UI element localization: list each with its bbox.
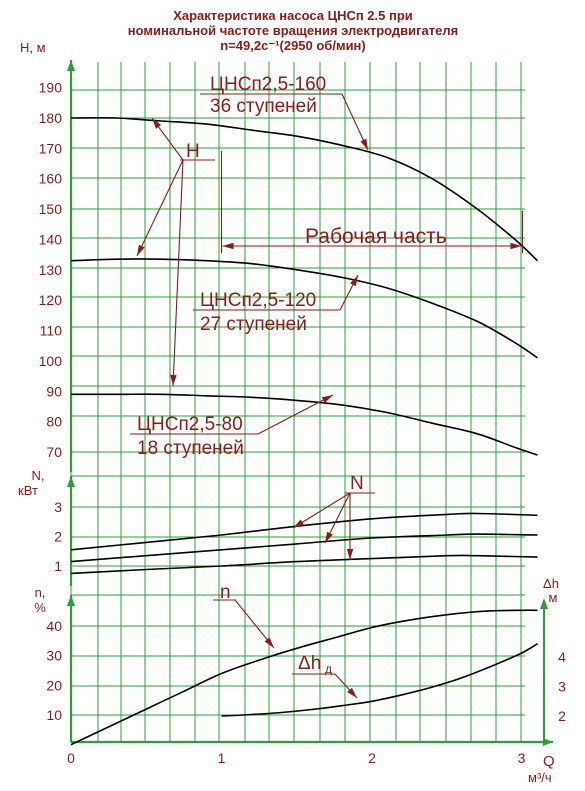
head-curves-marker: H [186,141,200,162]
curve-label-120-line2: 27 ступеней [200,314,307,335]
tick-label-power-2: 2 [54,529,62,545]
working-range-arrow-right-head [510,242,522,250]
tick-label-npsh-2: 2 [558,708,566,724]
tick-label-npsh-3: 3 [558,679,566,695]
head-curve-120 [70,258,538,359]
tick-label-head-100: 100 [39,353,63,369]
y-axis-label-power-2: кВт [18,483,38,498]
tick-label-head-130: 130 [39,262,63,278]
curve-label-160-line2: 36 ступеней [210,96,317,117]
y-axis-label-power-1: N, [32,468,45,483]
tick-label-head-120: 120 [39,292,63,308]
axes: 7080901001101201301401501601701801901231… [39,60,566,766]
npsh-marker-arrow-head [347,687,357,698]
leader-160-arrow-head [360,138,368,150]
chart-title-line-2: номинальной частоте вращения электродвиг… [128,23,458,38]
curve-label-160-line1: ЦНСп2,5-160 [210,74,326,95]
tick-label-power-3: 3 [54,499,62,515]
tick-label-head-80: 80 [46,414,62,430]
x-axis-arrow [543,738,553,746]
npsh-curve-marker-subscript: д [325,662,332,676]
power-curve-120 [70,533,538,563]
y-axis-arrow-0 [67,60,75,71]
tick-label-efficiency-30: 30 [46,648,62,664]
x-axis-label-q: Q [543,753,555,770]
tick-label-q-0: 0 [67,750,75,766]
h-marker-arrow-160-head [152,118,162,129]
curve-label-120-line1: ЦНСп2,5-120 [200,290,316,311]
h-marker-arrow-120 [136,159,184,257]
tick-label-efficiency-10: 10 [46,707,62,723]
chart-title-line-3: n=49,2с⁻¹(2950 об/мин) [220,38,366,53]
tick-label-head-160: 160 [39,171,63,187]
tick-label-head-190: 190 [39,80,63,96]
tick-label-q-2: 2 [368,750,376,766]
power-curve-160 [70,512,538,551]
tick-label-head-110: 110 [40,323,63,339]
n-marker-arrow-160 [292,492,351,529]
annotations [130,93,524,699]
h-marker-arrow-120-head [137,244,145,256]
y-axis-label-head: H, м [20,40,46,55]
power-curves-marker: N [350,473,364,494]
tick-label-npsh-4: 4 [558,649,566,665]
leader-80-arrow-head [321,395,333,403]
tick-label-q-3: 3 [518,750,526,766]
tick-label-head-70: 70 [46,444,62,460]
tick-label-head-90: 90 [46,383,62,399]
power-curve-80 [70,554,538,575]
leader-120-arrow-head [350,275,358,287]
tick-label-efficiency-40: 40 [46,618,62,634]
y-axis-label-efficiency-1: n, [35,585,46,600]
eff-marker-arrow-head [264,637,274,648]
curve-label-80-line1: ЦНСп2,5-80 [137,414,243,435]
tick-label-head-140: 140 [39,231,63,247]
right-axis-arrow [540,598,548,609]
h-marker-arrow-80-head [170,374,177,386]
curve-label-80-line2: 18 ступеней [137,438,244,459]
x-axis-unit: м³/ч [528,770,552,785]
npsh-curve-marker: Δh [298,653,321,674]
h-marker-arrow-80 [172,159,184,387]
efficiency-curve [70,609,538,746]
right-axis-label-npsh-2: м [549,590,558,605]
working-range-arrow-left-head [222,242,234,250]
tick-label-head-170: 170 [39,140,63,156]
right-axis-label-npsh-1: Δh [543,576,559,591]
n-marker-arrow-160-head [293,519,304,528]
tick-label-q-1: 1 [218,750,226,766]
y-axis-arrow-2 [67,595,75,606]
y-axis-label-efficiency-2: % [34,600,46,615]
npsh-curve [221,643,538,717]
tick-label-head-150: 150 [39,201,63,217]
tick-label-head-180: 180 [39,110,63,126]
tick-label-efficiency-20: 20 [46,677,62,693]
curves [70,116,539,746]
leader-80-arrow [257,394,334,435]
n-marker-arrow-80-head [346,549,354,560]
y-axis-arrow-1 [67,476,75,487]
grid [70,62,525,742]
n-marker-arrow-120-head [325,531,333,543]
chart-title-line-1: Характеристика насоса ЦНСп 2.5 при [173,8,413,23]
efficiency-curve-marker: n [220,582,231,603]
tick-label-power-1: 1 [54,558,62,574]
head-curve-160 [70,116,539,262]
working-range-label: Рабочая часть [305,225,447,248]
